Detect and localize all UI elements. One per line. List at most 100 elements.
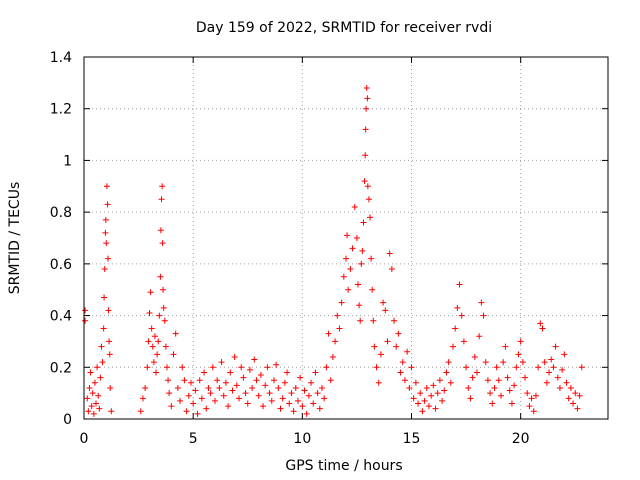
x-tick-label: 20: [512, 431, 530, 447]
data-point: [362, 126, 369, 133]
data-point: [253, 377, 260, 384]
data-point: [270, 377, 277, 384]
data-point: [406, 384, 413, 391]
data-point: [570, 400, 577, 407]
data-point: [284, 369, 291, 376]
data-point: [246, 366, 253, 373]
data-point: [161, 317, 168, 324]
data-point: [357, 317, 364, 324]
data-point: [332, 338, 339, 345]
data-point: [318, 384, 325, 391]
data-point: [559, 366, 566, 373]
data-point: [386, 250, 393, 257]
data-point: [257, 372, 264, 379]
data-point: [347, 266, 354, 273]
data-point: [205, 384, 212, 391]
data-point: [345, 286, 352, 293]
y-tick-labels: 0 0.2 0.4 0.6 0.8 1 1.2 1.4: [50, 50, 72, 428]
data-point: [356, 302, 363, 309]
data-point: [156, 312, 163, 319]
data-point: [491, 384, 498, 391]
data-point: [504, 374, 511, 381]
data-point: [207, 390, 214, 397]
data-point: [495, 377, 502, 384]
data-point: [308, 379, 315, 386]
data-point: [102, 229, 109, 236]
data-point: [367, 214, 374, 221]
data-point: [301, 387, 308, 394]
data-point: [321, 395, 328, 402]
y-tick-label: 0.8: [50, 205, 72, 221]
data-point: [260, 403, 267, 410]
data-point: [445, 359, 452, 366]
data-point: [194, 410, 201, 417]
data-point: [522, 374, 529, 381]
data-point: [229, 387, 236, 394]
data-point: [474, 369, 480, 376]
data-point: [165, 377, 172, 384]
data-point: [251, 356, 258, 363]
y-tick-label: 1: [63, 153, 72, 169]
data-point: [89, 390, 96, 397]
data-point: [454, 304, 461, 311]
y-tick-label: 0: [63, 412, 72, 428]
data-point: [417, 390, 424, 397]
data-point: [102, 216, 109, 223]
data-point: [97, 374, 104, 381]
data-point: [172, 330, 179, 337]
data-point: [292, 384, 299, 391]
data-point: [163, 364, 170, 371]
data-point: [170, 351, 177, 358]
data-point: [160, 304, 167, 311]
x-tick-label: 10: [293, 431, 311, 447]
data-point: [190, 400, 197, 407]
data-point: [567, 384, 574, 391]
y-tick-label: 1.2: [50, 102, 72, 118]
data-point: [297, 374, 304, 381]
plot-frame: [83, 56, 609, 420]
axis-ticks: [83, 56, 608, 420]
data-point: [268, 397, 275, 404]
data-point: [380, 299, 387, 306]
data-point: [316, 405, 323, 412]
data-point: [363, 85, 370, 92]
data-point: [286, 400, 293, 407]
data-point: [561, 351, 568, 358]
data-point: [363, 105, 370, 112]
data-point: [365, 196, 372, 203]
data-point: [434, 390, 441, 397]
data-point: [441, 387, 448, 394]
data-point: [517, 338, 524, 345]
data-point: [489, 400, 496, 407]
data-point: [513, 364, 520, 371]
data-point: [177, 397, 184, 404]
data-point: [277, 405, 284, 412]
data-point: [162, 343, 169, 350]
data-point: [312, 369, 319, 376]
data-point: [382, 307, 389, 314]
data-point: [88, 403, 95, 410]
data-point: [174, 384, 181, 391]
data-point: [183, 408, 190, 415]
data-point: [364, 95, 371, 102]
data-point: [384, 338, 391, 345]
x-tick-label: 15: [403, 431, 421, 447]
data-point: [142, 384, 149, 391]
data-point: [478, 299, 485, 306]
data-point: [137, 408, 144, 415]
data-point: [388, 266, 395, 273]
data-point: [482, 359, 489, 366]
data-point: [99, 359, 106, 366]
data-point: [160, 286, 167, 293]
data-point: [375, 379, 382, 386]
data-point: [279, 395, 286, 402]
data-point: [314, 390, 321, 397]
data-point: [373, 364, 380, 371]
data-point: [508, 400, 515, 407]
chart-title: Day 159 of 2022, SRMTID for receiver rvd…: [196, 20, 492, 36]
data-point: [150, 359, 157, 366]
data-point: [290, 408, 297, 415]
data-point: [397, 369, 404, 376]
data-point: [222, 379, 229, 386]
data-point: [305, 392, 312, 399]
